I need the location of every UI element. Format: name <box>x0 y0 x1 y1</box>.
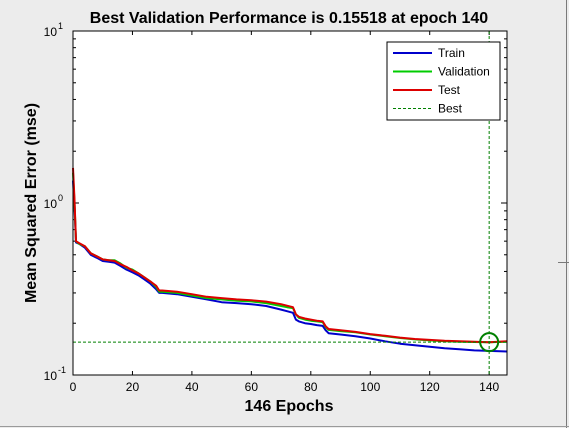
legend-label-best: Best <box>438 102 463 116</box>
y-tick-exp: 0 <box>58 193 63 203</box>
x-axis-label: 146 Epochs <box>245 398 334 415</box>
legend-label-train: Train <box>438 46 465 60</box>
legend-label-test: Test <box>438 83 461 97</box>
chart-title: Best Validation Performance is 0.15518 a… <box>90 10 489 27</box>
x-tick-label: 120 <box>420 380 440 394</box>
x-tick-label: 40 <box>185 380 199 394</box>
series-line-train <box>72 180 508 353</box>
y-tick-base: 10 <box>44 369 58 383</box>
legend-box <box>386 41 501 121</box>
y-tick-label: 10 -1 <box>44 365 66 383</box>
best-point-marker <box>479 332 500 353</box>
series-line-test <box>72 167 508 344</box>
x-tick-label: 20 <box>126 380 140 394</box>
window-edge-line <box>566 0 567 428</box>
y-tick-base: 10 <box>44 25 58 39</box>
legend: Train Validation Test Best <box>386 41 501 121</box>
x-tick-label: 80 <box>304 380 318 394</box>
legend-label-validation: Validation <box>438 65 490 79</box>
x-tick-label: 0 <box>70 380 77 394</box>
y-tick-exp: 1 <box>58 21 63 31</box>
x-tick-label: 60 <box>245 380 259 394</box>
x-tick-label: 140 <box>479 380 499 394</box>
window-edge-tick <box>558 262 569 263</box>
plot-frame <box>72 30 508 376</box>
y-axis-label: Mean Squared Error (mse) <box>23 103 40 303</box>
y-tick-label: 10 0 <box>44 193 63 211</box>
window-bottom-line <box>0 426 569 427</box>
y-tick-label: 10 1 <box>44 21 63 39</box>
y-tick-exp: -1 <box>58 365 66 375</box>
y-tick-base: 10 <box>44 197 58 211</box>
x-tick-label: 100 <box>360 380 380 394</box>
